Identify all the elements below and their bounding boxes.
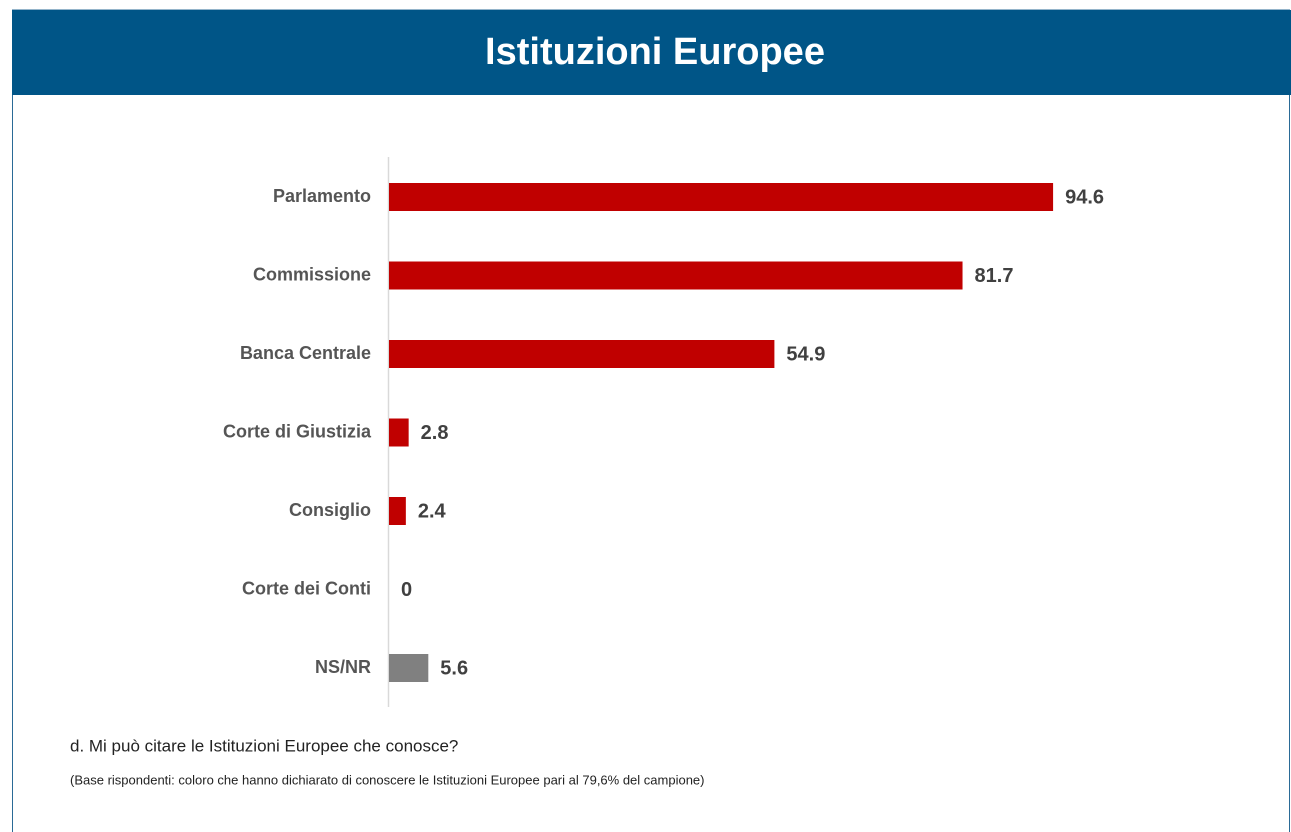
bar <box>389 497 406 525</box>
header <box>12 10 1291 95</box>
question: d. Mi può citare le Istituzioni Europee … <box>70 736 458 755</box>
bar <box>389 261 963 290</box>
chart-title: Istituzioni Europee <box>485 31 825 73</box>
frame <box>12 9 1290 832</box>
value-label: 5.6 <box>440 657 468 679</box>
value-label: 54.9 <box>786 343 825 365</box>
bar <box>389 654 429 682</box>
category-label: NS/NR <box>315 657 371 677</box>
value-label: 94.6 <box>1065 186 1104 208</box>
category-label: Parlamento <box>273 186 371 206</box>
bar <box>389 418 409 447</box>
value-label: 2.4 <box>418 500 447 522</box>
bar <box>389 183 1054 211</box>
category-label: Consiglio <box>289 500 371 520</box>
category-label: Corte dei Conti <box>242 578 371 598</box>
value-label: 81.7 <box>975 265 1014 287</box>
category-label: Corte di Giustizia <box>223 421 372 441</box>
category-label: Commissione <box>253 264 371 284</box>
value-label: 2.8 <box>421 422 449 444</box>
category-label: Banca Centrale <box>240 343 371 363</box>
value-label: 0 <box>401 579 412 601</box>
note: (Base rispondenti: coloro che hanno dich… <box>70 772 705 787</box>
bar <box>389 340 775 368</box>
